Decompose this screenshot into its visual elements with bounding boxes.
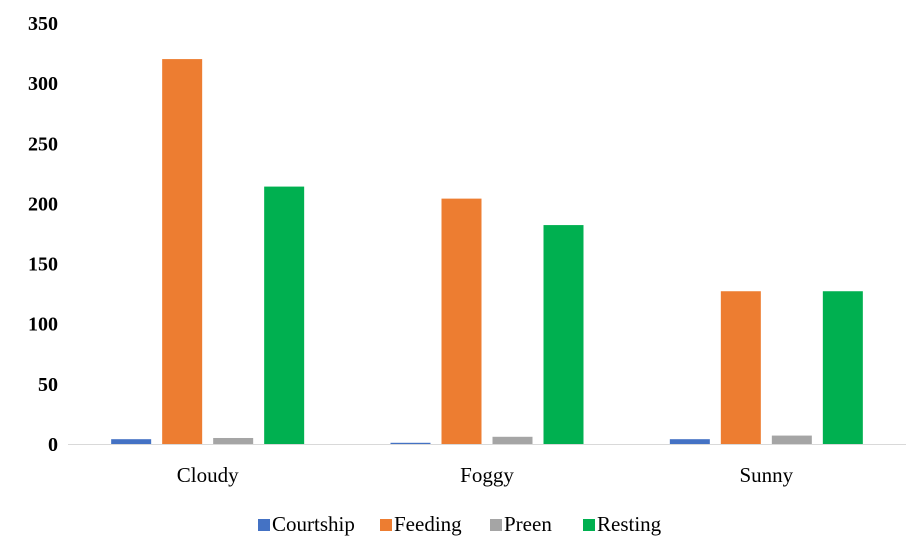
bar-preen-sunny [771, 435, 812, 444]
bars [111, 59, 863, 445]
bar-feeding-cloudy [162, 59, 203, 444]
x-axis-category-labels: Cloudy Foggy Sunny [177, 463, 794, 487]
legend-label: Resting [597, 512, 662, 536]
bar-feeding-foggy [441, 198, 482, 444]
bar-resting-cloudy [264, 186, 305, 445]
bar-preen-cloudy [213, 437, 254, 444]
y-tick-label: 50 [38, 374, 58, 396]
y-tick-label: 250 [28, 133, 58, 155]
bar-preen-foggy [492, 436, 533, 444]
legend-item-courtship: Courtship [258, 512, 355, 536]
legend-swatch [583, 519, 595, 531]
bar-courtship-sunny [669, 439, 710, 444]
legend-label: Courtship [272, 512, 355, 536]
x-category-label: Foggy [460, 463, 514, 487]
y-tick-label: 100 [28, 314, 58, 336]
legend-item-resting: Resting [583, 512, 662, 536]
y-tick-label: 150 [28, 254, 58, 276]
legend-item-preen: Preen [490, 512, 552, 536]
legend-swatch [490, 519, 502, 531]
legend-swatch [258, 519, 270, 531]
bar-resting-foggy [543, 225, 584, 444]
legend-item-feeding: Feeding [380, 512, 462, 536]
x-category-label: Cloudy [177, 463, 239, 487]
bar-resting-sunny [822, 291, 863, 444]
bar-feeding-sunny [720, 291, 761, 444]
x-category-label: Sunny [739, 463, 793, 487]
y-tick-label: 300 [28, 73, 58, 95]
y-tick-label: 200 [28, 193, 58, 215]
legend-label: Preen [504, 512, 552, 536]
legend-swatch [380, 519, 392, 531]
bar-courtship-foggy [390, 442, 431, 444]
y-axis-tick-labels: 0 50 100 150 200 250 300 350 [28, 13, 58, 456]
legend: Courtship Feeding Preen Resting [258, 512, 662, 536]
y-tick-label: 350 [28, 13, 58, 35]
bar-courtship-cloudy [111, 439, 152, 444]
y-tick-label: 0 [48, 434, 58, 456]
legend-label: Feeding [394, 512, 462, 536]
